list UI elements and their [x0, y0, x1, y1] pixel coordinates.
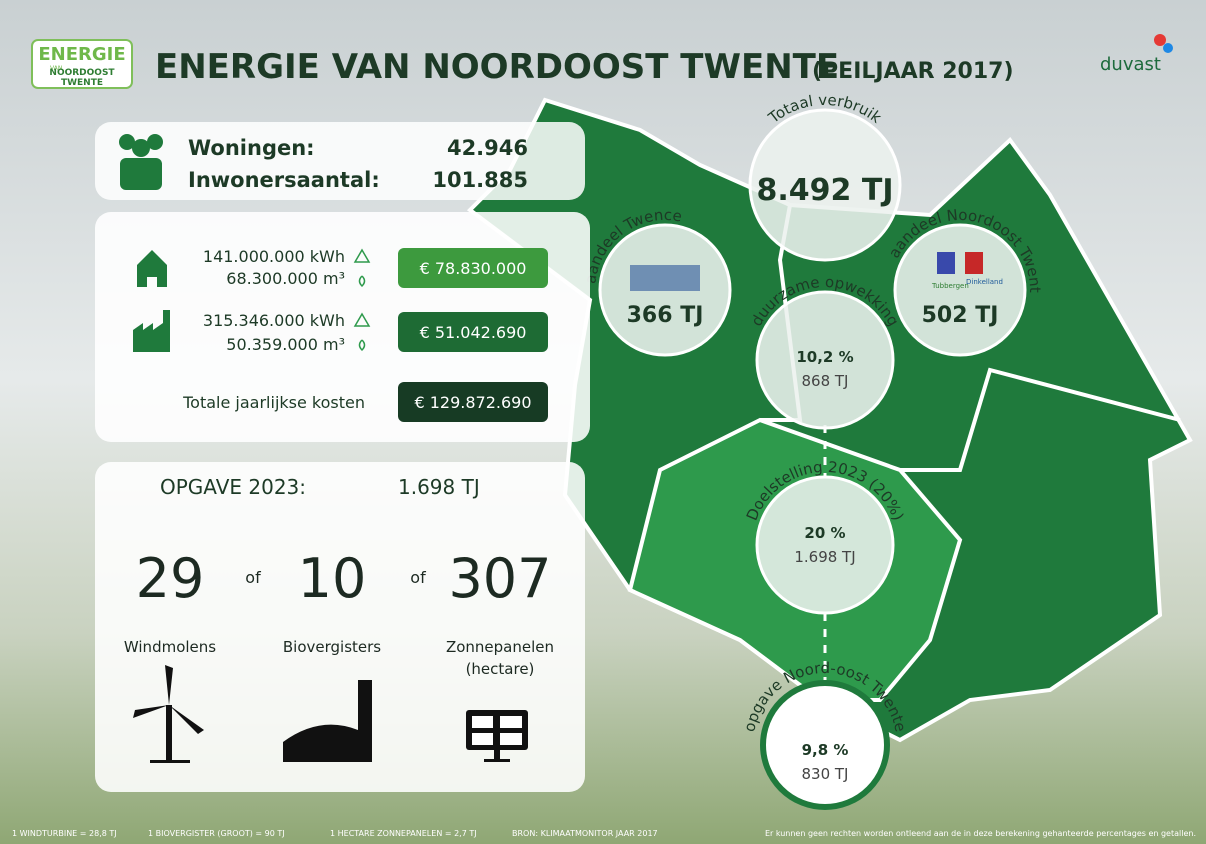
icon-part: [132, 139, 150, 157]
amount: € 51.042.690: [420, 323, 527, 342]
logo: ENERGIE VAN NOORDOOST TWENTE: [31, 39, 133, 89]
circle: [755, 475, 895, 615]
footnote: 1 BIOVERGISTER (GROOT) = 90 TJ: [148, 829, 285, 838]
footnote: 1 HECTARE ZONNEPANELEN = 2,7 TJ: [330, 829, 477, 838]
option-unit: (hectare): [466, 660, 535, 678]
solar-icon: [466, 710, 528, 762]
logo-frame: [31, 39, 133, 89]
amounts: € 78.830.000 € 51.042.690 € 129.872.690: [414, 259, 531, 412]
circle: [755, 290, 895, 430]
label: Woningen:: [188, 136, 315, 160]
icon-part: [358, 275, 366, 288]
count: 10: [298, 547, 367, 610]
circle: [748, 108, 902, 262]
footer: 1 WINDTURBINE = 28,8 TJ 1 BIOVERGISTER (…: [12, 829, 1196, 838]
icon-part: [133, 705, 169, 718]
municipality: Dinkelland: [966, 278, 1003, 286]
map-border: [900, 367, 1181, 472]
logo-text: ENERGIE: [38, 44, 125, 65]
circle-percent: 10,2 %: [796, 348, 853, 366]
value: 42.946: [447, 136, 528, 160]
option-label: Biovergisters: [283, 638, 381, 656]
icon-part: [120, 158, 162, 190]
gas: 50.359.000 m³: [226, 335, 345, 354]
biogas-icon: [283, 680, 372, 762]
circle-value: 366 TJ: [627, 303, 704, 328]
gas: 68.300.000 m³: [226, 269, 345, 288]
total-label: Totale jaarlijkse kosten: [182, 393, 365, 412]
brand: duvast: [1100, 54, 1161, 75]
target-label: OPGAVE 2023:: [160, 475, 306, 499]
icon-part: [353, 248, 371, 263]
icon-part: [119, 134, 135, 150]
factory-icon: [133, 310, 170, 352]
brand-icon: [1154, 34, 1166, 46]
circle-value: 1.698 TJ: [794, 548, 855, 566]
people-icon: [119, 134, 163, 190]
amount: € 78.830.000: [420, 259, 527, 278]
circle-value: 868 TJ: [802, 372, 849, 390]
icon-part: [166, 705, 172, 763]
electricity: 315.346.000 kWh: [203, 311, 345, 330]
amount-box: [398, 312, 548, 352]
logo-text: TWENTE: [61, 78, 103, 88]
logo-text: VAN: [50, 65, 62, 72]
amount-box: [398, 382, 548, 422]
options: 29 of 10 of 307 Windmolens Biovergisters…: [124, 547, 554, 678]
icon-part: [494, 750, 500, 760]
icon-part: [353, 312, 371, 327]
circle-value: 502 TJ: [922, 303, 999, 328]
icon-part: [484, 759, 510, 762]
target-value: 1.698 TJ: [398, 475, 480, 499]
crest: [937, 252, 955, 274]
option-label: Zonnepanelen: [446, 638, 554, 656]
municipality: Tubbergen: [931, 282, 969, 290]
value: 101.885: [432, 168, 528, 192]
circle: [760, 680, 890, 810]
amount: € 129.872.690: [414, 393, 531, 412]
panel: [95, 122, 585, 200]
population: Woningen: 42.946 Inwonersaantal: 101.885: [188, 136, 528, 192]
footnote: 1 WINDTURBINE = 28,8 TJ: [12, 829, 117, 838]
brand-icon: [1163, 43, 1173, 53]
crest: [965, 252, 983, 274]
circle-percent: 9,8 %: [802, 741, 849, 759]
count: 29: [136, 547, 205, 610]
twence-icon: [630, 265, 700, 291]
windmill-icon: [133, 665, 204, 763]
icon-part: [165, 665, 173, 705]
amount-box: [398, 248, 548, 288]
icon-part: [358, 339, 366, 352]
footnote: Er kunnen geen rechten worden ontleend a…: [765, 829, 1196, 838]
icon-part: [150, 760, 190, 763]
icon-part: [147, 134, 163, 150]
icon-part: [472, 716, 522, 745]
panel: [95, 462, 585, 792]
separator: of: [245, 568, 261, 587]
house-icon: [137, 250, 167, 287]
circle: [893, 223, 1027, 357]
circles: [598, 108, 1027, 810]
subtitle: (PEILJAAR 2017): [812, 59, 1014, 84]
count: 307: [448, 547, 551, 610]
footnote: BRON: KLIMAATMONITOR JAAR 2017: [512, 829, 658, 838]
icon-part: [169, 705, 204, 734]
energy-icons: [353, 248, 371, 352]
option-label: Windmolens: [124, 638, 216, 656]
label: Inwonersaantal:: [188, 168, 380, 192]
logo-text: NOORDOOST: [49, 68, 115, 78]
costs: 141.000.000 kWh 68.300.000 m³ 315.346.00…: [182, 247, 365, 412]
circle-value: 8.492 TJ: [757, 173, 894, 208]
circle-value: 830 TJ: [802, 765, 849, 783]
title: ENERGIE VAN NOORDOOST TWENTE: [155, 47, 839, 87]
circle-percent: 20 %: [804, 524, 845, 542]
electricity: 141.000.000 kWh: [203, 247, 345, 266]
separator: of: [410, 568, 426, 587]
